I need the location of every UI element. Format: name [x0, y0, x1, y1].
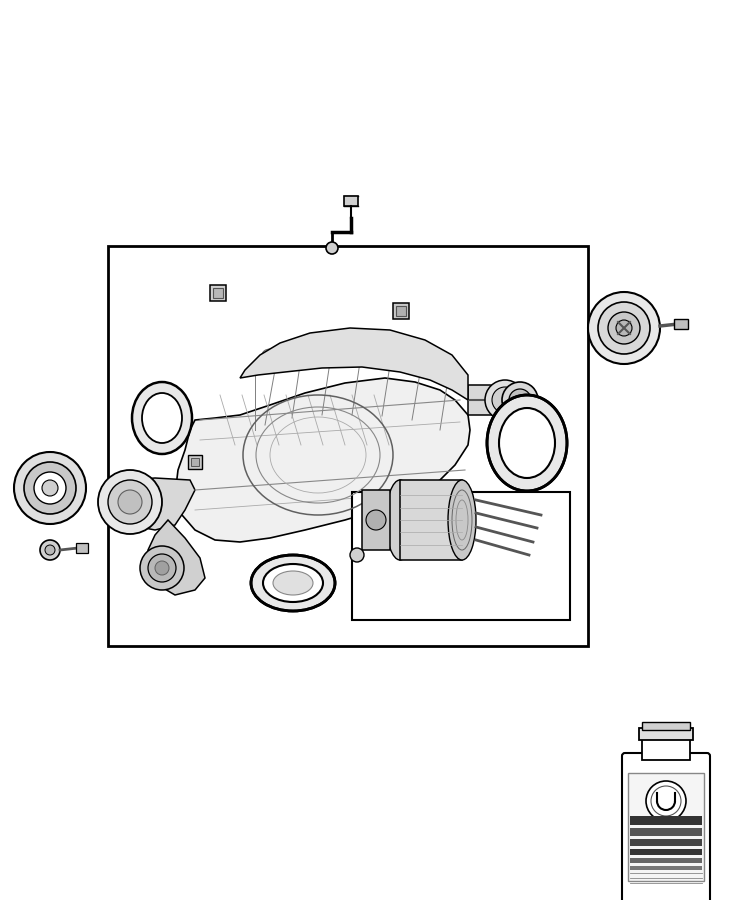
- Bar: [630, 866, 702, 870]
- Ellipse shape: [332, 353, 348, 365]
- Bar: [396, 306, 406, 316]
- Ellipse shape: [262, 349, 278, 361]
- Ellipse shape: [487, 395, 567, 491]
- Bar: [630, 839, 702, 846]
- Circle shape: [24, 462, 76, 514]
- Circle shape: [608, 312, 640, 344]
- Bar: [642, 722, 690, 730]
- Ellipse shape: [263, 564, 323, 602]
- Bar: [630, 816, 702, 825]
- Ellipse shape: [437, 359, 453, 371]
- Bar: [210, 285, 226, 301]
- Circle shape: [588, 292, 660, 364]
- Ellipse shape: [98, 470, 162, 534]
- Ellipse shape: [132, 382, 192, 454]
- Bar: [344, 196, 358, 206]
- Bar: [674, 319, 688, 329]
- Ellipse shape: [485, 380, 525, 420]
- Circle shape: [45, 545, 55, 555]
- Circle shape: [42, 480, 58, 496]
- Bar: [642, 736, 690, 760]
- Bar: [108, 246, 588, 646]
- Circle shape: [350, 548, 364, 562]
- Ellipse shape: [140, 546, 184, 590]
- Bar: [76, 543, 88, 553]
- Circle shape: [616, 320, 632, 336]
- Bar: [191, 458, 199, 466]
- Bar: [630, 828, 702, 836]
- Circle shape: [14, 452, 86, 524]
- Ellipse shape: [273, 571, 313, 595]
- Ellipse shape: [148, 554, 176, 582]
- Bar: [628, 773, 704, 881]
- Ellipse shape: [155, 561, 169, 575]
- Ellipse shape: [142, 393, 182, 443]
- Ellipse shape: [108, 480, 152, 524]
- Bar: [639, 728, 693, 740]
- Polygon shape: [148, 520, 205, 595]
- FancyBboxPatch shape: [622, 753, 710, 900]
- Ellipse shape: [509, 389, 531, 411]
- Ellipse shape: [402, 357, 418, 369]
- Polygon shape: [175, 378, 470, 542]
- Polygon shape: [118, 478, 195, 530]
- Ellipse shape: [499, 408, 555, 478]
- Ellipse shape: [492, 387, 518, 413]
- Ellipse shape: [367, 355, 383, 367]
- Bar: [362, 490, 390, 550]
- Polygon shape: [468, 385, 515, 415]
- Ellipse shape: [448, 480, 476, 560]
- Bar: [630, 858, 702, 863]
- Ellipse shape: [118, 490, 142, 514]
- Circle shape: [326, 242, 338, 254]
- Ellipse shape: [502, 382, 538, 418]
- Ellipse shape: [297, 351, 313, 363]
- Bar: [393, 303, 409, 319]
- Circle shape: [646, 781, 686, 821]
- Bar: [630, 849, 702, 855]
- Ellipse shape: [366, 510, 386, 530]
- Ellipse shape: [386, 480, 414, 560]
- Polygon shape: [240, 328, 468, 400]
- Bar: [352, 492, 570, 620]
- Bar: [213, 288, 223, 298]
- Circle shape: [34, 472, 66, 504]
- Circle shape: [598, 302, 650, 354]
- Ellipse shape: [251, 555, 335, 611]
- Bar: [188, 455, 202, 469]
- Bar: [400, 480, 462, 560]
- Circle shape: [40, 540, 60, 560]
